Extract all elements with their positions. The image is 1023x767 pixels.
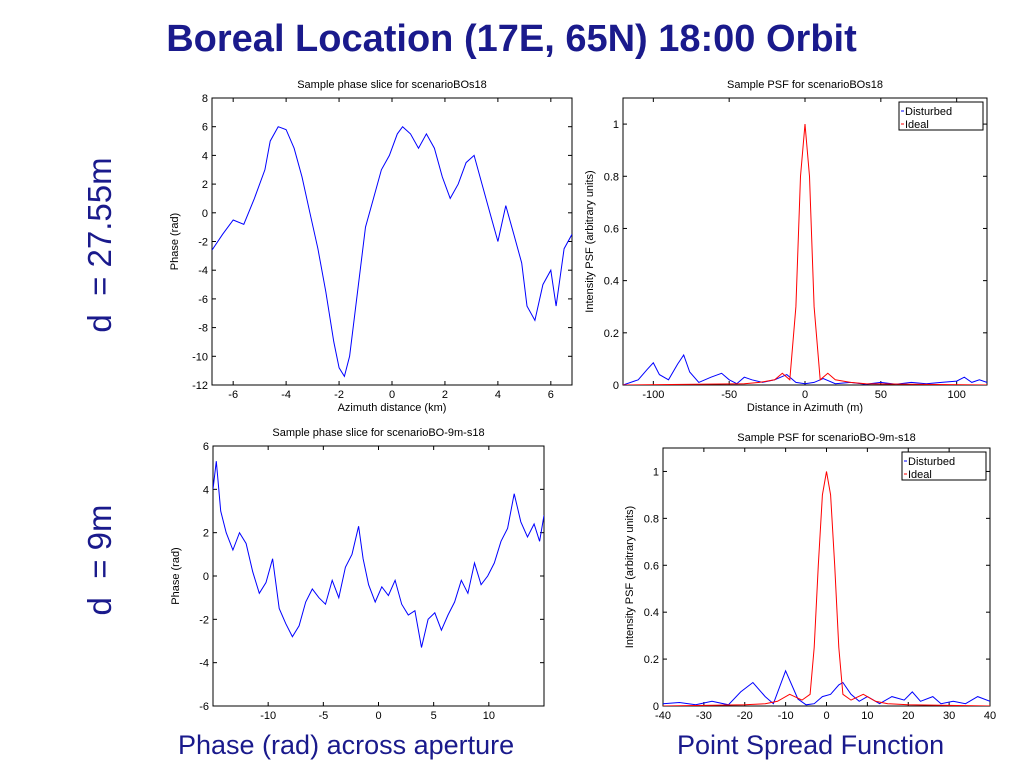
x-tick-label: -2 xyxy=(334,389,344,401)
y-tick-label: -8 xyxy=(198,323,208,335)
y-tick-label: -10 xyxy=(192,351,208,363)
x-tick-label: 0 xyxy=(389,389,395,401)
x-tick-label: 40 xyxy=(984,710,996,722)
slide-title: Boreal Location (17E, 65N) 18:00 Orbit xyxy=(166,18,857,60)
y-axis-label: Phase (rad) xyxy=(169,213,181,270)
plot-frame xyxy=(622,97,988,386)
x-tick-label: -100 xyxy=(642,389,664,401)
y-tick-label: 6 xyxy=(202,122,208,134)
y-axis-label: Phase (rad) xyxy=(170,547,182,604)
chart-phase-top: Sample phase slice for scenarioBOs18 -6 -4… xyxy=(169,79,573,414)
series-line-disturbed xyxy=(623,353,987,385)
plot-frame xyxy=(211,97,573,386)
x-axis-label: Distance in Azimuth (m) xyxy=(747,402,863,414)
y-tick-label: -2 xyxy=(199,614,209,626)
plot-frame xyxy=(662,447,991,707)
x-tick-label: -30 xyxy=(696,710,712,722)
chart-psf-bottom: Sample PSF for scenarioBO-9m-s18 -40 -30 -2… xyxy=(624,432,996,722)
x-tick-label: 4 xyxy=(495,389,501,401)
x-tick-label: -6 xyxy=(228,389,238,401)
y-tick-label: -2 xyxy=(198,237,208,249)
x-tick-label: 0 xyxy=(823,710,829,722)
series-line-phase xyxy=(213,461,544,648)
x-tick-label: 2 xyxy=(442,389,448,401)
y-tick-label: -4 xyxy=(199,658,209,670)
y-tick-label: 0.8 xyxy=(604,171,619,183)
y-tick-label: 2 xyxy=(203,528,209,540)
x-tick-label: -5 xyxy=(318,710,328,722)
y-tick-label: 0.2 xyxy=(644,654,659,666)
y-tick-label: 4 xyxy=(202,150,208,162)
y-axis-label: Intensity PSF (arbitrary units) xyxy=(584,170,596,312)
chart-title: Sample phase slice for scenarioBO-9m-s18 xyxy=(272,427,484,439)
x-tick-label: 30 xyxy=(943,710,955,722)
x-tick-label: -10 xyxy=(260,710,276,722)
y-tick-label: 0 xyxy=(613,380,619,392)
x-tick-label: 0 xyxy=(802,389,808,401)
legend-entry: Ideal xyxy=(905,119,929,131)
x-tick-label: 20 xyxy=(902,710,914,722)
y-tick-label: 1 xyxy=(613,119,619,131)
y-tick-label: 0 xyxy=(202,208,208,220)
legend-box xyxy=(901,451,987,481)
x-tick-label: -50 xyxy=(721,389,737,401)
x-tick-label: 100 xyxy=(947,389,965,401)
y-axis-label: Intensity PSF (arbitrary units) xyxy=(624,506,636,648)
series-line-ideal xyxy=(623,124,987,385)
y-tick-label: 8 xyxy=(202,93,208,105)
y-tick-label: 0.6 xyxy=(644,560,659,572)
series-line-phase xyxy=(212,125,572,378)
chart-title: Sample PSF for scenarioBOs18 xyxy=(727,79,883,91)
y-tick-label: 0 xyxy=(653,701,659,713)
caption-right: Point Spread Function xyxy=(677,730,945,760)
series-line-ideal xyxy=(663,471,990,706)
legend-box xyxy=(898,101,984,131)
x-tick-label: 50 xyxy=(875,389,887,401)
x-tick-label: -4 xyxy=(281,389,291,401)
plot-frame xyxy=(212,445,545,707)
y-tick-label: 6 xyxy=(203,441,209,453)
y-tick-label: -6 xyxy=(199,701,209,713)
legend-entry: Disturbed xyxy=(905,106,952,118)
y-tick-label: 0.8 xyxy=(644,513,659,525)
x-tick-label: -10 xyxy=(778,710,794,722)
chart-title: Sample PSF for scenarioBO-9m-s18 xyxy=(737,432,916,444)
x-tick-label: -40 xyxy=(655,710,671,722)
chart-phase-bottom: Sample phase slice for scenarioBO-9m-s18… xyxy=(170,427,545,722)
y-tick-label: 0.6 xyxy=(604,223,619,235)
y-tick-label: 1 xyxy=(653,466,659,478)
series-line-disturbed xyxy=(663,669,990,706)
legend-entry: Disturbed xyxy=(908,456,955,468)
caption-left: Phase (rad) across aperture xyxy=(178,730,515,760)
chart-psf-top: Sample PSF for scenarioBOs18-100 -50 0 50 10… xyxy=(584,79,988,414)
y-tick-label: 0.4 xyxy=(604,276,619,288)
x-tick-label: 6 xyxy=(548,389,554,401)
y-tick-label: -4 xyxy=(198,265,208,277)
y-tick-label: 0.2 xyxy=(604,328,619,340)
chart-title: Sample phase slice for scenarioBOs18 xyxy=(297,79,487,91)
x-tick-label: 5 xyxy=(431,710,437,722)
x-tick-label: -20 xyxy=(737,710,753,722)
x-tick-label: 0 xyxy=(375,710,381,722)
x-axis-label: Azimuth distance (km) xyxy=(338,402,447,414)
y-tick-label: -6 xyxy=(198,294,208,306)
x-tick-label: 10 xyxy=(483,710,495,722)
y-tick-label: 0.4 xyxy=(644,607,659,619)
y-tick-label: 4 xyxy=(203,484,209,496)
y-tick-label: -12 xyxy=(192,380,208,392)
y-tick-label: 0 xyxy=(203,571,209,583)
y-tick-label: 2 xyxy=(202,179,208,191)
legend-entry: Ideal xyxy=(908,469,932,481)
x-tick-label: 10 xyxy=(861,710,873,722)
